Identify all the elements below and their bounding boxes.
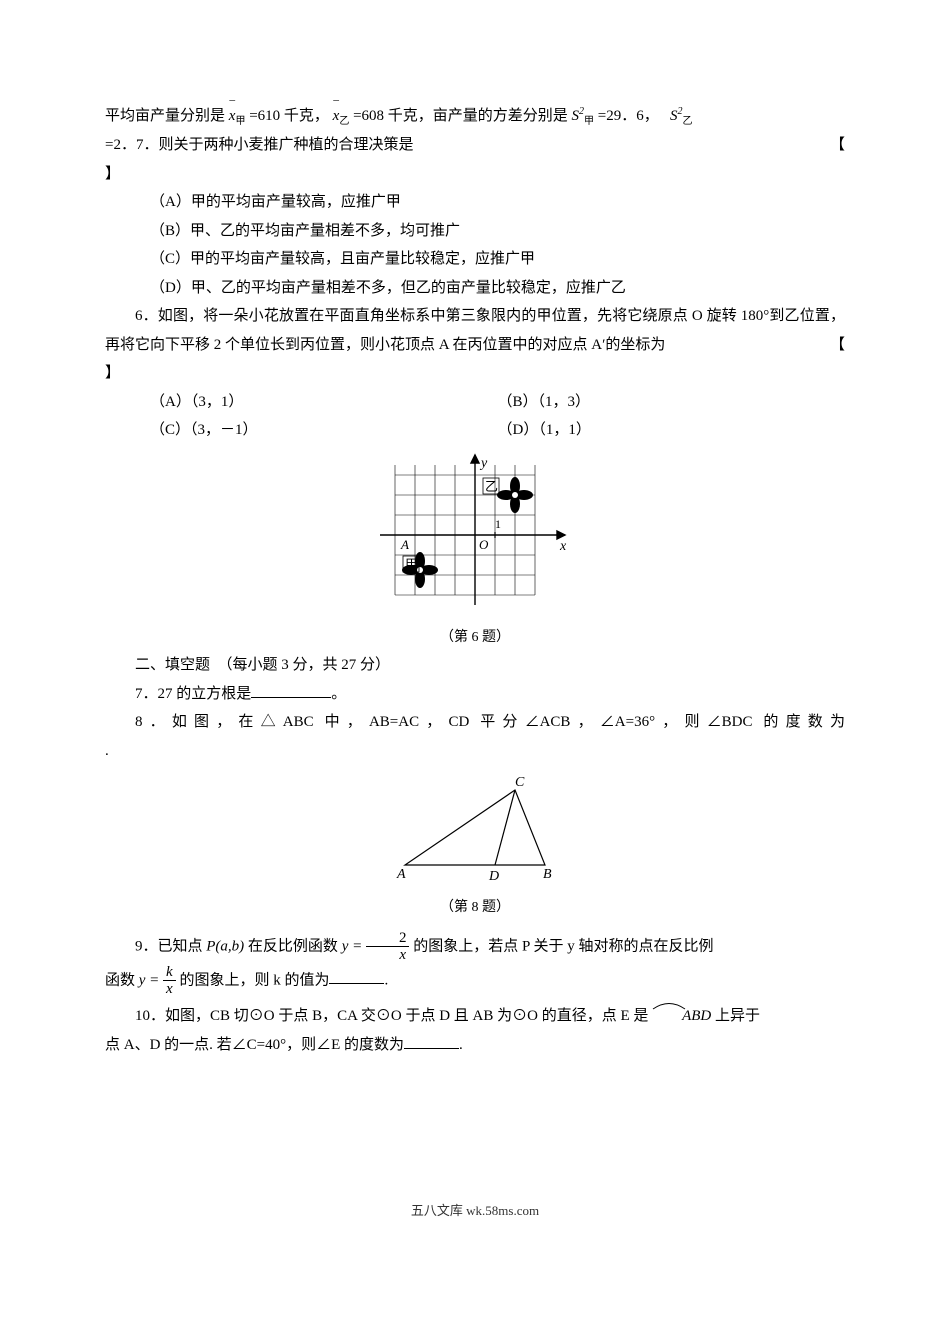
svg-text:1: 1 (495, 517, 501, 531)
q10: 10．如图，CB 切⊙O 于点 B，CA 交⊙O 于点 D 且 AB 为⊙O 的… (105, 1002, 845, 1059)
q8-text: 8．如图，在△ABC 中，AB=AC，CD 平分∠ACB，∠A=36°，则∠BD… (135, 714, 845, 730)
q5-s1val: =29．6， (598, 108, 659, 124)
q6-optA: （A）（3，1） (150, 388, 498, 417)
xbar-yi: ‾ x乙 (333, 100, 350, 131)
q5-line1: 平均亩产量分别是 ‾ x甲 =610 千克， ‾ x乙 =608 千克，亩产量的… (105, 100, 845, 131)
q9-post: . (384, 972, 388, 988)
q5-optD: （D）甲、乙的平均亩产量相差不多，但乙的亩产量比较稳定，应推广乙 (150, 274, 845, 303)
q8-C: C (515, 775, 525, 790)
s2-yi: S2乙 (670, 108, 693, 124)
q5-line2: =2．7．则关于两种小麦推广种植的合理决策是 【 】 (105, 131, 845, 188)
s2-jia: S2甲 (572, 108, 598, 124)
q7-blank (251, 697, 331, 698)
q8: 8．如图，在△ABC 中，AB=AC，CD 平分∠ACB，∠A=36°，则∠BD… (105, 708, 845, 737)
q9-line2-pre: 函数 (105, 972, 135, 988)
q5-optA: （A）甲的平均亩产量较高，应推广甲 (150, 188, 845, 217)
q9-line2-mid: 的图象上，则 k 的值为 (179, 972, 329, 988)
q5-text-pre: 平均亩产量分别是 (105, 108, 225, 124)
section2-title: 二、填空题 （每小题 3 分，共 27 分） (105, 651, 845, 680)
q6-svg: y x O 1 A 甲 乙 (365, 450, 585, 620)
q8-post: . (105, 737, 845, 766)
q10-pre: 10．如图，CB 切⊙O 于点 B，CA 交⊙O 于点 D 且 AB 为⊙O 的… (135, 1008, 648, 1024)
q8-B: B (543, 867, 552, 882)
jia-label: 甲 (405, 557, 418, 572)
q9-frac1: 2 x (366, 930, 410, 964)
flower-yi (497, 477, 533, 513)
q10-post: . (459, 1037, 463, 1053)
q6-figure: y x O 1 A 甲 乙 （第 6 题） (105, 450, 845, 652)
x-axis-label: x (559, 539, 567, 554)
q9: 9．已知点 P(a,b) 在反比例函数 y = 2 x 的图象上，若点 P 关于… (105, 930, 845, 998)
q8-figure: A B C D （第 8 题） (105, 770, 845, 922)
q7-pre: 7．27 的立方根是 (135, 686, 251, 702)
q9-frac2: k x (163, 964, 176, 998)
q5-line2-text: =2．7．则关于两种小麦推广种植的合理决策是 (105, 137, 413, 153)
q10-line2-pre: 点 A、D 的一点. 若∠C=40°，则∠E 的度数为 (105, 1037, 404, 1053)
A-label: A (400, 537, 409, 552)
q6-optD: （D）（1，1） (498, 416, 846, 445)
q5-options: （A）甲的平均亩产量较高，应推广甲 （B）甲、乙的平均亩产量相差不多，均可推广 … (105, 188, 845, 302)
q8-caption: （第 8 题） (105, 895, 845, 922)
q9-pre: 9．已知点 (135, 938, 203, 954)
yi-label: 乙 (485, 479, 498, 494)
q6-caption: （第 6 题） (105, 625, 845, 652)
q6-options: （A）（3，1） （B）（1，3） （C）（3，－1） （D）（1，1） (105, 388, 845, 445)
xbar-jia: ‾ x甲 (229, 100, 246, 131)
q8-svg: A B C D (375, 770, 575, 890)
q6-bracket-left: 】 (105, 365, 120, 381)
q6-optB: （B）（1，3） (498, 388, 846, 417)
q5-bracket-left: 】 (105, 166, 120, 182)
q6-body: 6．如图，将一朵小花放置在平面直角坐标系中第三象限内的甲位置，先将它绕原点 O … (105, 308, 845, 353)
q9-blank (329, 983, 384, 984)
y-axis-label: y (479, 456, 488, 471)
q9-mid1: 在反比例函数 (248, 938, 338, 954)
origin-label: O (479, 537, 489, 552)
q9-mid2: 的图象上，若点 P 关于 y 轴对称的点在反比例 (413, 938, 713, 954)
q8-D: D (488, 869, 499, 884)
q5-bracket-right: 【 (830, 131, 845, 160)
q10-mid: 上异于 (715, 1008, 760, 1024)
q9-yeq2: y = (139, 972, 160, 988)
q6-optC: （C）（3，－1） (150, 416, 498, 445)
q7: 7．27 的立方根是 。 (105, 680, 845, 709)
q5-eq2: =608 千克，亩产量的方差分别是 (353, 108, 568, 124)
q5-eq1: =610 千克， (249, 108, 329, 124)
q9-yeq: y = (342, 938, 363, 954)
q5-optC: （C）甲的平均亩产量较高，且亩产量比较稳定，应推广甲 (150, 245, 845, 274)
q6-bracket-right: 【 (800, 331, 845, 360)
q9-P: P(a,b) (206, 938, 244, 954)
page-footer: 五八文库 wk.58ms.com (105, 1199, 845, 1224)
q8-A: A (396, 867, 406, 882)
q5-optB: （B）甲、乙的平均亩产量相差不多，均可推广 (150, 217, 845, 246)
q6-text: 6．如图，将一朵小花放置在平面直角坐标系中第三象限内的甲位置，先将它绕原点 O … (105, 302, 845, 388)
q10-arc: ABD (652, 1002, 711, 1031)
q7-post: 。 (331, 686, 346, 702)
q10-blank (404, 1048, 459, 1049)
